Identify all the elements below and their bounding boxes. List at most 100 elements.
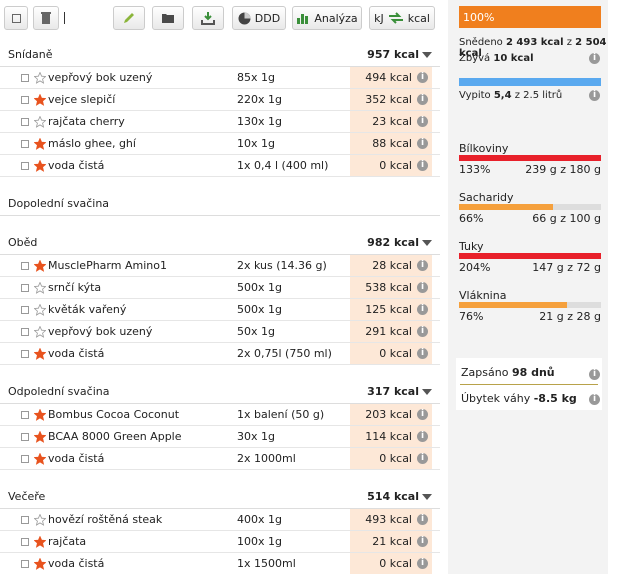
meal-name: Snídaně [8,47,53,61]
meal-total[interactable]: 317 kcal [367,385,432,398]
favorite-star[interactable] [34,94,46,106]
checkbox[interactable] [21,140,29,148]
select-all[interactable] [4,6,28,30]
food-row: máslo ghee, ghí 10x 1g 88 kcal i [0,133,440,155]
food-row: Bombus Cocoa Coconut 1x balení (50 g) 203 … [0,404,440,426]
info-icon[interactable]: i [417,116,428,127]
info-icon[interactable]: i [589,369,600,380]
favorite-star[interactable] [34,558,46,570]
food-kcal: 23 kcal [372,115,412,128]
info-icon[interactable]: i [417,160,428,171]
favorite-star[interactable] [34,138,46,150]
food-name: voda čistá [48,452,105,465]
edit-button[interactable] [113,6,145,30]
food-amount: 2x 1000ml [237,452,296,465]
info-icon[interactable]: i [417,453,428,464]
checkbox[interactable] [21,118,29,126]
info-icon[interactable]: i [417,409,428,420]
checkbox[interactable] [21,411,29,419]
button-label: Analýza [314,11,358,25]
eaten: Snědeno 2 493 kcal z 2 504 kcal [459,37,608,59]
button-label: kcal [407,11,430,25]
favorite-star[interactable] [34,453,46,465]
checkbox[interactable] [21,538,29,546]
food-row: rajčata cherry 130x 1g 23 kcal i [0,111,440,133]
checkbox[interactable] [21,350,29,358]
delete-button[interactable] [33,6,59,30]
favorite-star[interactable] [34,260,46,272]
food-name: rajčata [48,535,87,548]
kcal-cell: 0 kcal i [350,553,432,574]
meal-header: Snídaně 957 kcal [0,42,440,67]
info-icon[interactable]: i [417,72,428,83]
meal-total[interactable]: 957 kcal [367,48,432,61]
checkbox[interactable] [21,306,29,314]
info-icon[interactable]: i [417,431,428,442]
info-icon[interactable]: i [417,514,428,525]
checkbox[interactable] [21,328,29,336]
favorite-star[interactable] [34,409,46,421]
info-icon[interactable]: i [589,90,600,101]
checkbox[interactable] [21,162,29,170]
info-icon[interactable]: i [417,348,428,359]
analysis-button[interactable]: Analýza [292,6,362,30]
food-row: vejce slepičí 220x 1g 352 kcal i [0,89,440,111]
food-row: hovězí roštěná steak 400x 1g 493 kcal i [0,509,440,531]
info-icon[interactable]: i [589,394,600,405]
checkbox[interactable] [21,516,29,524]
kcal-cell: 0 kcal i [350,155,432,176]
info-icon[interactable]: i [417,138,428,149]
checkbox[interactable] [21,455,29,463]
food-row: voda čistá 2x 0,75l (750 ml) 0 kcal i [0,343,440,365]
food-row: květák vařený 500x 1g 125 kcal i [0,299,440,321]
food-name: voda čistá [48,557,105,570]
favorite-star[interactable] [34,326,46,338]
info-icon[interactable]: i [417,558,428,569]
info-icon[interactable]: i [417,304,428,315]
info-icon[interactable]: i [417,260,428,271]
meal-total[interactable]: 514 kcal [367,490,432,503]
label: Úbytek váhy [461,392,531,405]
info-icon[interactable]: i [417,94,428,105]
info-icon[interactable]: i [417,326,428,337]
favorite-star[interactable] [34,304,46,316]
favorite-star[interactable] [34,348,46,360]
dropdown-arrow [422,239,432,246]
nutrient-line: 76% 21 g z 28 g [459,310,601,323]
nutrient-line: 133% 239 g z 180 g [459,163,601,176]
food-row: vepřový bok uzený 50x 1g 291 kcal i [0,321,440,343]
ddd-button[interactable]: DDD [232,6,286,30]
unit-toggle[interactable]: kJ kcal [369,6,435,30]
meal-name: Odpolední svačina [8,384,110,398]
remaining: Zbývá 10 kcal [459,53,534,64]
favorite-star[interactable] [34,116,46,128]
download-button[interactable] [192,6,224,30]
checkbox[interactable] [21,560,29,568]
value: -8.5 kg [533,392,577,405]
nutrient-fill [459,302,567,308]
kcal-cell: 291 kcal i [350,321,432,342]
checkbox[interactable] [21,284,29,292]
favorite-star[interactable] [34,514,46,526]
info-icon[interactable]: i [417,536,428,547]
food-name: hovězí roštěná steak [48,513,163,526]
food-amount: 1x 0,4 l (400 ml) [237,159,329,172]
info-icon[interactable]: i [417,282,428,293]
info-icon[interactable]: i [589,53,600,64]
checkbox[interactable] [21,74,29,82]
toolbar: DDD Analýza kJ kcal [0,0,440,36]
checkbox[interactable] [21,262,29,270]
meal-name: Oběd [8,235,38,249]
checkbox[interactable] [21,433,29,441]
favorite-star[interactable] [34,431,46,443]
value: 2 504 kcal [459,37,607,59]
checkbox[interactable] [21,96,29,104]
meal-total[interactable]: 982 kcal [367,236,432,249]
folder-button[interactable] [152,6,184,30]
favorite-star[interactable] [34,160,46,172]
label: Zapsáno [461,366,509,379]
favorite-star[interactable] [34,536,46,548]
favorite-star[interactable] [34,282,46,294]
label: Snědeno [459,37,503,48]
favorite-star[interactable] [34,72,46,84]
